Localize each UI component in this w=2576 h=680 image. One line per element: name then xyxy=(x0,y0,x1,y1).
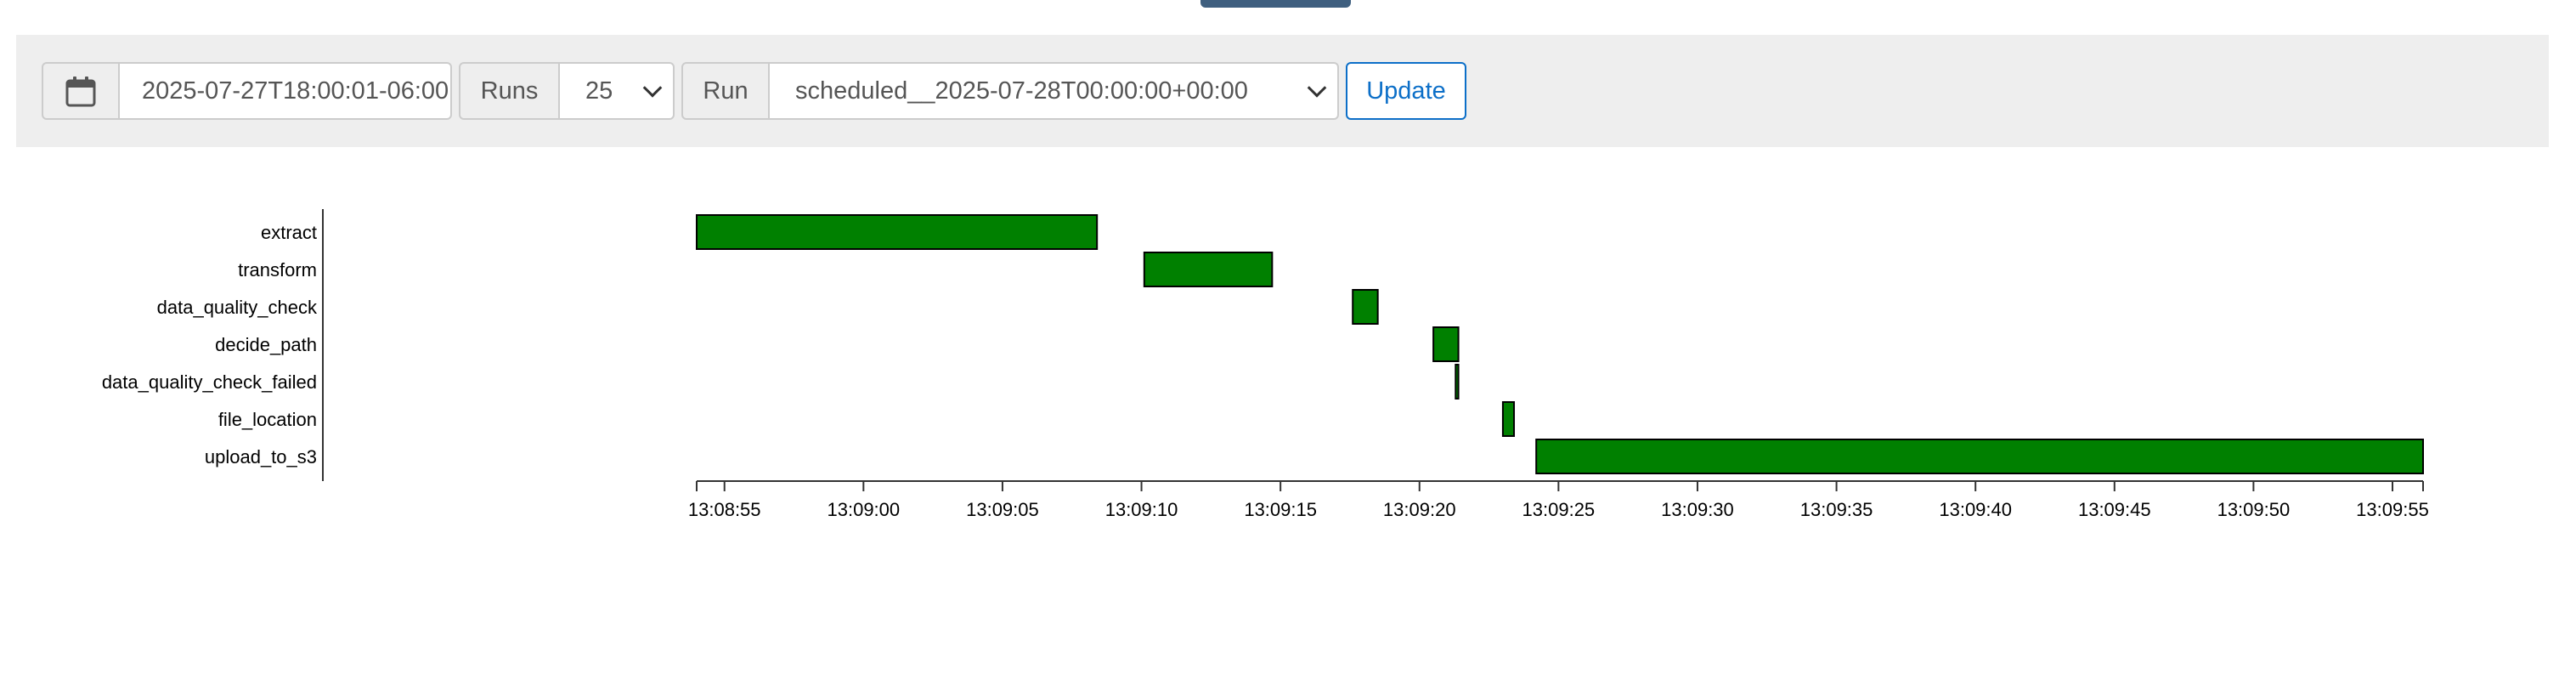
task-label: upload_to_s3 xyxy=(205,446,317,468)
task-label: data_quality_check_failed xyxy=(102,371,317,393)
runs-label: Runs xyxy=(459,62,560,120)
task-bar-data_quality_check_failed[interactable] xyxy=(1455,364,1460,400)
x-tick-label: 13:09:10 xyxy=(1105,499,1178,520)
runs-select[interactable]: 25 xyxy=(558,62,675,120)
x-tick-label: 13:08:55 xyxy=(688,499,761,520)
task-label: data_quality_check xyxy=(157,297,318,318)
task-label: decide_path xyxy=(215,334,317,355)
x-tick-label: 13:09:35 xyxy=(1800,499,1873,520)
gantt-chart: extract transform data_quality_checkdecide… xyxy=(102,209,2429,520)
task-bar-transform[interactable] xyxy=(1143,252,1274,287)
task-bar-upload_to_s3[interactable] xyxy=(1535,439,2424,474)
chevron-down-icon xyxy=(642,78,663,98)
x-tick-label: 13:09:55 xyxy=(2356,499,2429,520)
task-bar-decide_path[interactable] xyxy=(1432,326,1460,362)
task-bar-data_quality_check[interactable] xyxy=(1352,289,1379,325)
x-tick-label: 13:09:50 xyxy=(2217,499,2291,520)
chevron-down-icon xyxy=(1307,78,1327,98)
x-tick-label: 13:09:05 xyxy=(966,499,1039,520)
x-tick-label: 13:09:00 xyxy=(828,499,901,520)
update-button[interactable]: Update xyxy=(1346,62,1466,120)
run-select-value: scheduled__2025-07-28T00:00:00+00:00 xyxy=(795,77,1248,105)
calendar-addon[interactable] xyxy=(42,62,120,120)
task-bar-file_location[interactable] xyxy=(1501,401,1516,437)
x-tick-label: 13:09:30 xyxy=(1661,499,1734,520)
task-label: transform xyxy=(238,259,317,280)
x-tick-label: 13:09:45 xyxy=(2078,499,2151,520)
x-tick-label: 13:09:20 xyxy=(1383,499,1456,520)
task-label: extract xyxy=(261,222,317,243)
top-nav-tab-indicator[interactable] xyxy=(1200,0,1351,8)
x-tick-label: 13:09:15 xyxy=(1244,499,1317,520)
task-label: file_location xyxy=(218,409,317,430)
x-tick-label: 13:09:40 xyxy=(1939,499,2012,520)
calendar-icon xyxy=(65,76,96,107)
run-select[interactable]: scheduled__2025-07-28T00:00:00+00:00 xyxy=(768,62,1339,120)
base-date-input[interactable]: 2025-07-27T18:00:01-06:00 xyxy=(118,62,452,120)
task-bar-extract[interactable] xyxy=(696,214,1099,250)
x-tick-label: 13:09:25 xyxy=(1522,499,1596,520)
runs-select-value: 25 xyxy=(585,77,613,105)
run-label: Run xyxy=(681,62,770,120)
